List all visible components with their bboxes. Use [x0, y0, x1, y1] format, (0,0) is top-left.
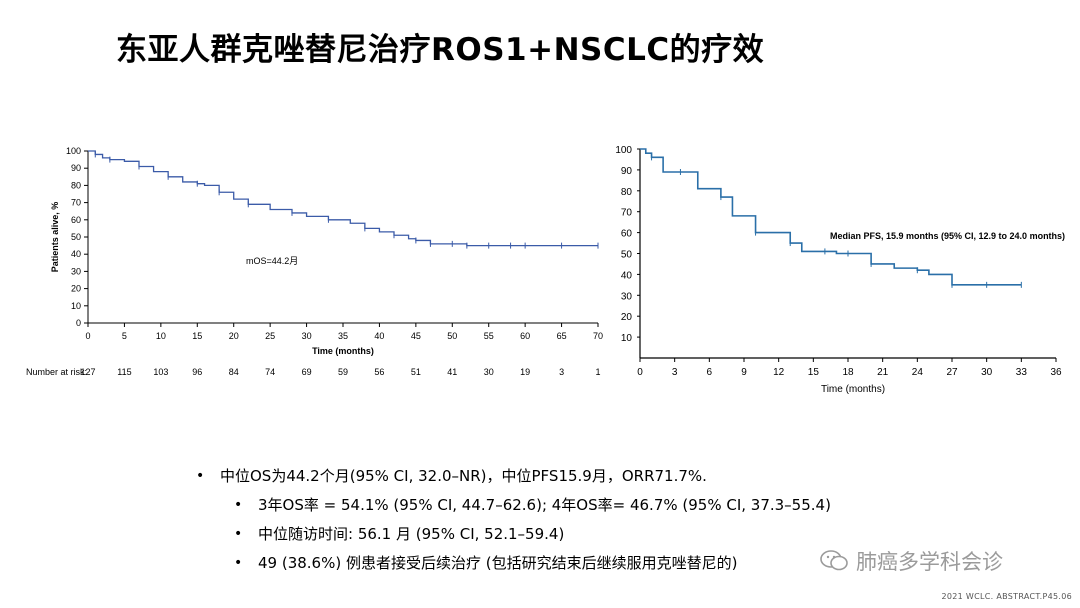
x-tick-label: 6: [707, 367, 713, 378]
bullet-dot-icon: •: [234, 526, 243, 542]
bullet-text: 中位随访时间: 56.1 月 (95% CI, 52.1–59.4): [258, 525, 565, 543]
x-tick-label: 20: [229, 331, 239, 341]
number-at-risk-label: Number at risk:: [26, 367, 87, 377]
bullet-dot-icon: •: [196, 468, 205, 484]
bullet-text: 3年OS率 = 54.1% (95% CI, 44.7–62.6); 4年OS率…: [258, 496, 831, 514]
x-tick-label: 9: [741, 367, 747, 378]
y-tick-label: 100: [66, 146, 81, 156]
watermark-text: 肺癌多学科会诊: [856, 550, 1003, 574]
x-tick-label: 0: [637, 367, 643, 378]
x-tick-label: 24: [912, 367, 924, 378]
x-tick-label: 27: [946, 367, 958, 378]
x-tick-label: 55: [484, 331, 494, 341]
x-axis-label: Time (months): [312, 346, 374, 356]
y-axis-label: Patients alive, %: [50, 202, 60, 273]
y-tick-label: 70: [621, 208, 633, 219]
y-tick-label: 40: [71, 249, 81, 259]
y-tick-label: 30: [621, 291, 633, 302]
risk-number: 30: [484, 367, 494, 377]
x-tick-label: 60: [520, 331, 530, 341]
y-tick-label: 80: [621, 187, 633, 198]
risk-number: 115: [117, 367, 131, 377]
y-tick-label: 20: [621, 312, 633, 323]
x-axis-label: Time (months): [821, 384, 885, 395]
risk-number: 59: [338, 367, 348, 377]
x-tick-label: 5: [122, 331, 127, 341]
bullet-list: • 中位OS为44.2个月(95% CI, 32.0–NR)，中位PFS15.9月…: [196, 462, 831, 578]
x-tick-label: 21: [877, 367, 889, 378]
x-tick-label: 35: [338, 331, 348, 341]
x-tick-label: 15: [192, 331, 202, 341]
bullet-text: 中位OS为44.2个月(95% CI, 32.0–NR)，中位PFS15.9月，…: [220, 467, 707, 485]
y-tick-label: 10: [71, 301, 81, 311]
x-tick-label: 65: [557, 331, 567, 341]
sub-bullet-item: • 中位随访时间: 56.1 月 (95% CI, 52.1–59.4): [196, 520, 831, 549]
bullet-text: 49 (38.6%) 例患者接受后续治疗 (包括研究结束后继续服用克唑替尼的): [258, 554, 738, 572]
risk-number: 84: [229, 367, 239, 377]
risk-number: 56: [374, 367, 384, 377]
y-tick-label: 80: [71, 180, 81, 190]
median-pfs-annotation: Median PFS, 15.9 months (95% CI, 12.9 to…: [830, 231, 1065, 241]
risk-number: 74: [265, 367, 275, 377]
x-tick-label: 15: [808, 367, 820, 378]
sub-bullet-item: • 49 (38.6%) 例患者接受后续治疗 (包括研究结束后继续服用克唑替尼的): [196, 549, 831, 578]
x-tick-label: 12: [773, 367, 785, 378]
risk-number: 127: [80, 367, 95, 377]
os-kaplan-meier-chart: 0 10 20 30 40 50 60 70 80 90 100 0 5 10 15 20 25 30 35 40 45…: [26, 146, 603, 377]
y-tick-label: 90: [621, 166, 633, 177]
wechat-icon: [820, 550, 848, 571]
x-tick-label: 3: [672, 367, 678, 378]
risk-number: 51: [411, 367, 421, 377]
y-tick-label: 50: [621, 250, 633, 261]
slide-title: 东亚人群克唑替尼治疗ROS1+NSCLC的疗效: [116, 32, 765, 68]
x-tick-label: 33: [1016, 367, 1028, 378]
y-tick-label: 90: [71, 163, 81, 173]
survival-curve-pfs: [640, 148, 1022, 286]
bullet-item: • 中位OS为44.2个月(95% CI, 32.0–NR)，中位PFS15.9月…: [196, 462, 831, 491]
risk-number: 69: [302, 367, 312, 377]
x-tick-label: 25: [265, 331, 275, 341]
x-tick-label: 18: [842, 367, 854, 378]
y-tick-label: 50: [71, 232, 81, 242]
median-os-annotation: mOS=44.2月: [246, 256, 298, 266]
x-tick-label: 10: [156, 331, 166, 341]
y-tick-label: 20: [71, 284, 81, 294]
x-tick-label: 36: [1050, 367, 1062, 378]
risk-number: 3: [559, 367, 564, 377]
x-tick-label: 0: [85, 331, 90, 341]
y-tick-label: 70: [71, 198, 81, 208]
survival-curve-os: [88, 150, 598, 247]
risk-number: 1: [595, 367, 600, 377]
x-tick-label: 50: [447, 331, 457, 341]
x-tick-label: 30: [981, 367, 993, 378]
y-tick-label: 60: [621, 229, 633, 240]
bullet-dot-icon: •: [234, 555, 243, 571]
y-tick-label: 40: [621, 270, 633, 281]
y-tick-label: 0: [76, 318, 81, 328]
y-tick-label: 30: [71, 266, 81, 276]
footer-citation: 2021 WCLC. ABSTRACT.P45.06: [941, 592, 1072, 601]
x-tick-label: 45: [411, 331, 421, 341]
risk-number: 19: [520, 367, 530, 377]
y-tick-label: 60: [71, 215, 81, 225]
bullet-dot-icon: •: [234, 497, 243, 513]
sub-bullet-item: • 3年OS率 = 54.1% (95% CI, 44.7–62.6); 4年OS…: [196, 491, 831, 520]
risk-number: 96: [192, 367, 202, 377]
x-tick-label: 70: [593, 331, 603, 341]
x-tick-label: 40: [374, 331, 384, 341]
risk-number: 41: [447, 367, 457, 377]
y-tick-label: 10: [621, 333, 633, 344]
risk-number: 103: [153, 367, 168, 377]
y-tick-label: 100: [615, 145, 632, 156]
x-tick-label: 30: [302, 331, 312, 341]
